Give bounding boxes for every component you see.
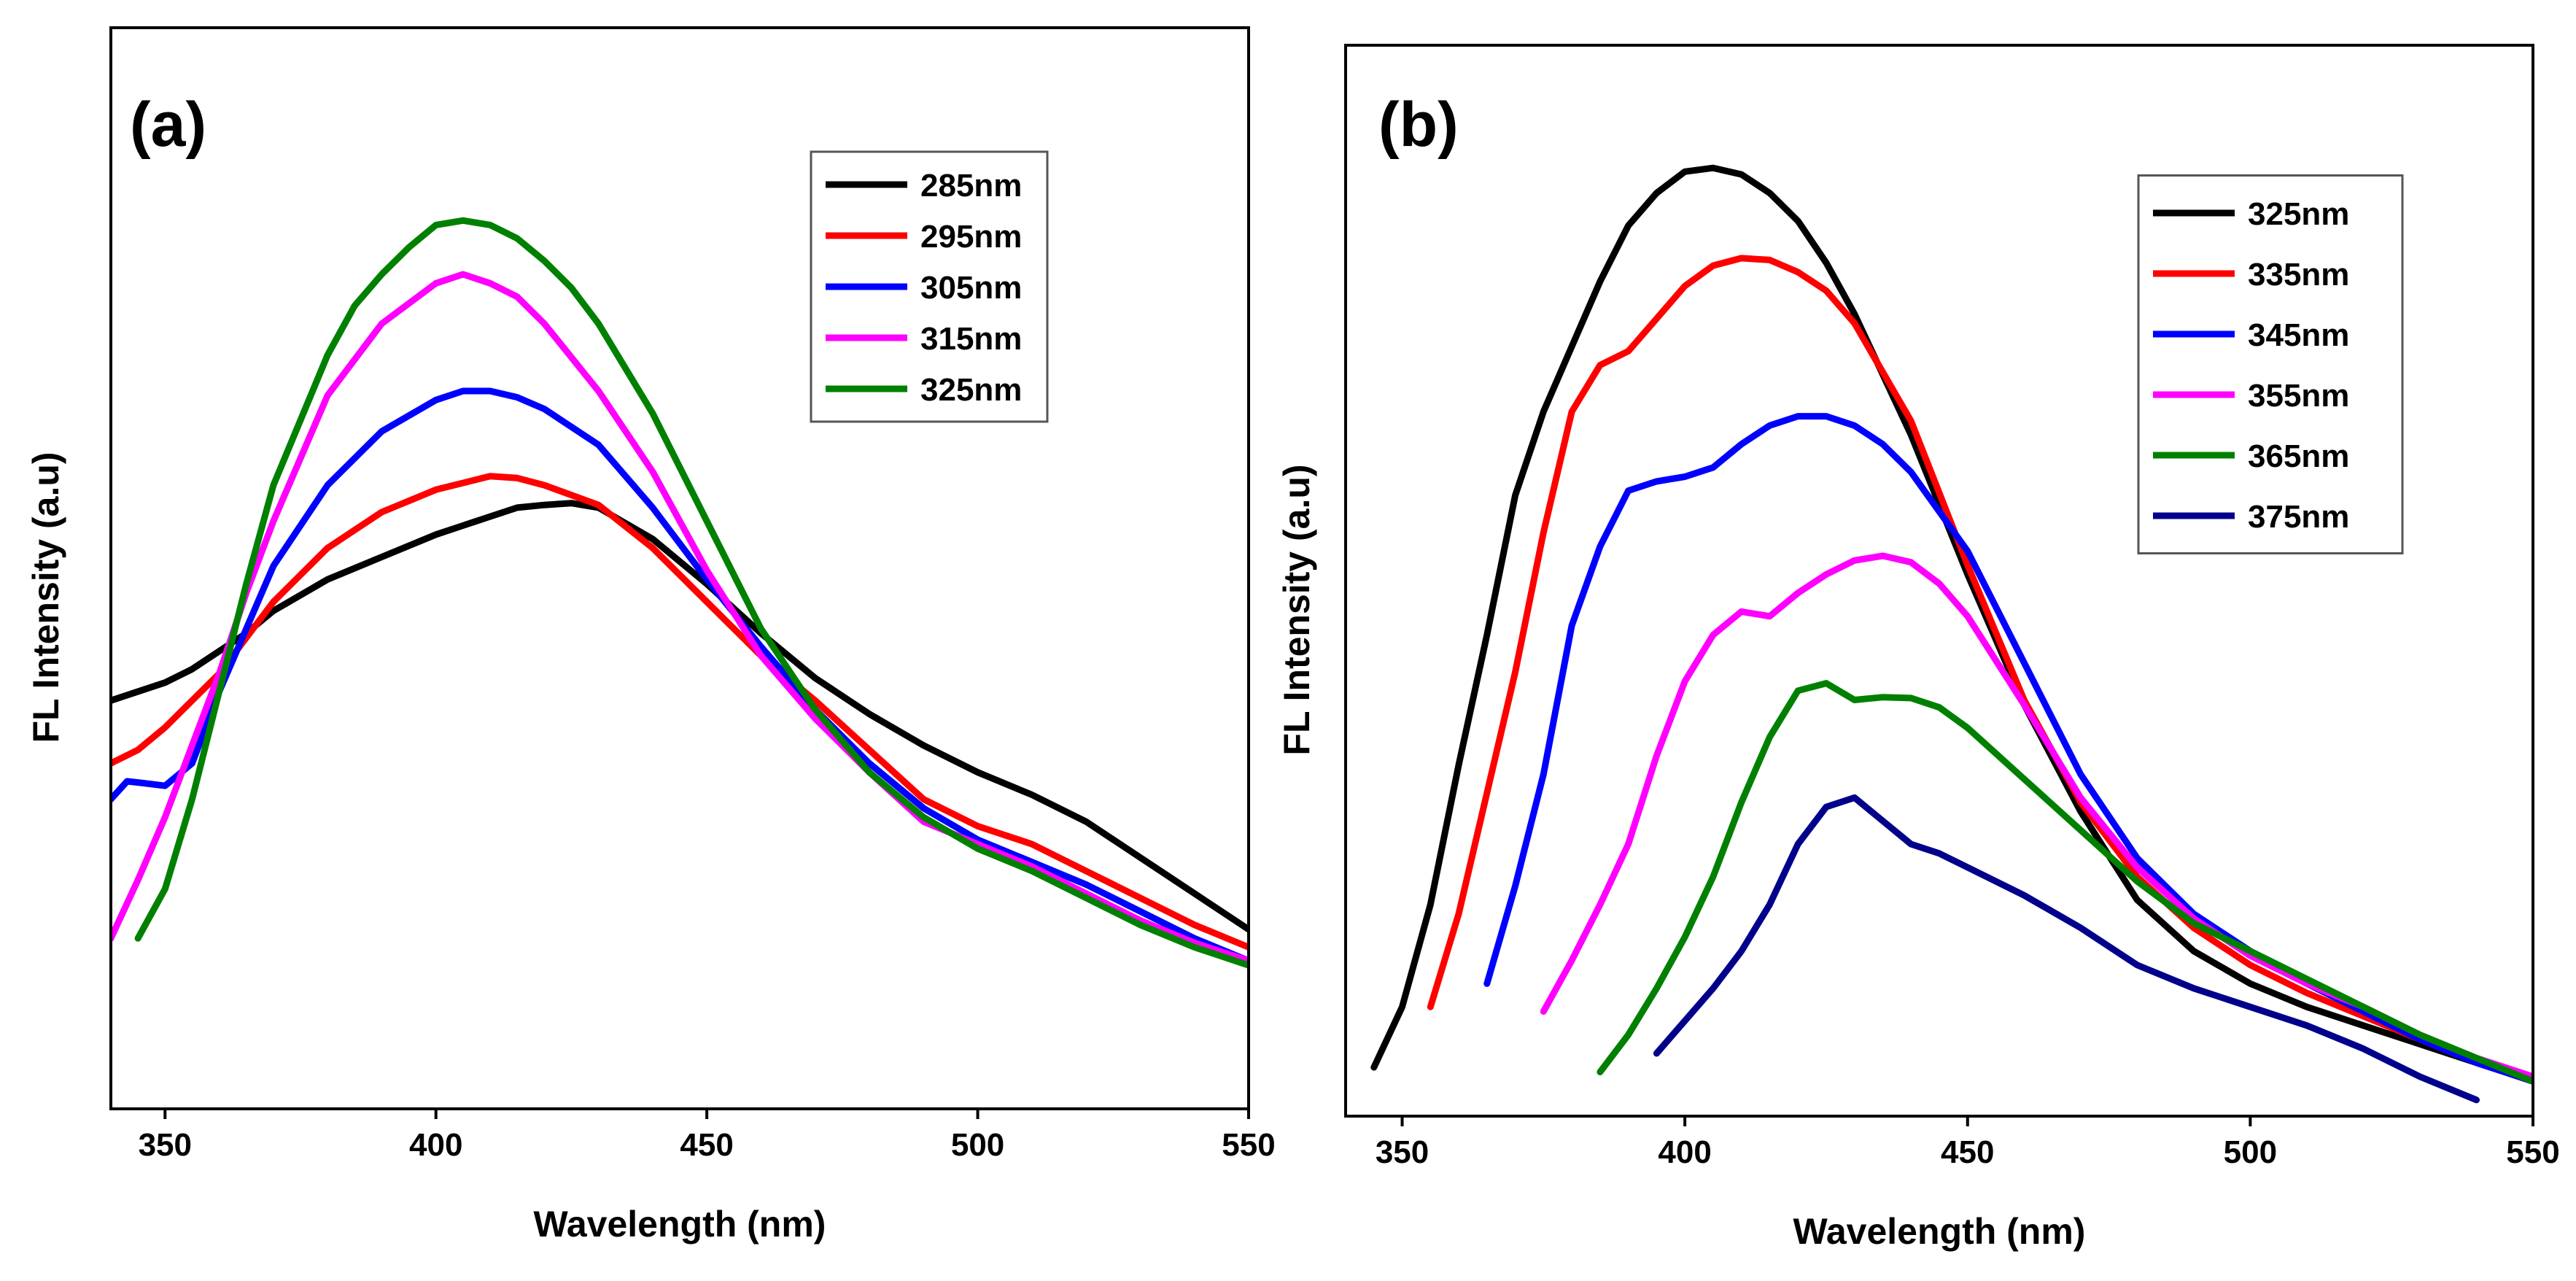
y-axis-title: FL Intensity (a.u) bbox=[1276, 464, 1317, 755]
plot-frame bbox=[109, 26, 1250, 1110]
series-line-335nm bbox=[1427, 255, 2533, 1085]
panel-a: 350 400 450 500 550 Wavelength (nm) FL Intensi… bbox=[26, 26, 1276, 1245]
x-tick-label: 400 bbox=[1658, 1134, 1711, 1170]
legend-label: 345nm bbox=[2248, 317, 2349, 353]
series-line-325nm bbox=[1370, 164, 2533, 1085]
x-axis-title: Wavelength (nm) bbox=[1793, 1211, 2086, 1252]
x-tick-label: 550 bbox=[1222, 1127, 1275, 1163]
x-tick-label: 550 bbox=[2506, 1134, 2559, 1170]
legend-label: 305nm bbox=[920, 270, 1022, 306]
y-axis-title: FL Intensity (a.u) bbox=[26, 452, 66, 743]
x-tick-label: 450 bbox=[680, 1127, 733, 1163]
legend-label: 295nm bbox=[920, 219, 1022, 255]
legend-label: 285nm bbox=[920, 168, 1022, 204]
series-line-325nm bbox=[134, 217, 1249, 969]
series-line-305nm bbox=[111, 387, 1249, 964]
x-tick-label: 400 bbox=[409, 1127, 462, 1163]
x-tick-label: 500 bbox=[951, 1127, 1004, 1163]
legend-label: 375nm bbox=[2248, 499, 2349, 535]
series-group bbox=[1370, 164, 2533, 1104]
legend-box bbox=[2137, 174, 2404, 554]
legend: 285nm 295nm 305nm 315nm 325nm bbox=[810, 150, 1049, 423]
plot-frame bbox=[1344, 44, 2534, 1118]
series-line-355nm bbox=[1540, 552, 2533, 1080]
legend-label: 325nm bbox=[920, 372, 1022, 408]
panel-label: (a) bbox=[130, 90, 206, 160]
legend-label: 355nm bbox=[2248, 378, 2349, 414]
series-line-365nm bbox=[1597, 680, 2533, 1085]
x-tick-label: 500 bbox=[2224, 1134, 2277, 1170]
x-tick-label: 350 bbox=[1376, 1134, 1429, 1170]
legend-label: 315nm bbox=[920, 321, 1022, 357]
panel-label: (b) bbox=[1378, 90, 1459, 160]
series-group bbox=[111, 217, 1249, 969]
series-line-315nm bbox=[111, 271, 1249, 964]
legend: 325nm 335nm 345nm 355nm 365nm 375nm bbox=[2137, 174, 2404, 554]
series-line-375nm bbox=[1653, 794, 2480, 1104]
x-tick-label: 350 bbox=[139, 1127, 192, 1163]
panel-b: 350 400 450 500 550 Wavelength (nm) FL Intensi… bbox=[1276, 44, 2560, 1252]
x-axis-title: Wavelength (nm) bbox=[534, 1204, 826, 1245]
legend-label: 335nm bbox=[2248, 257, 2349, 293]
x-tick-label: 450 bbox=[1941, 1134, 1994, 1170]
legend-label: 365nm bbox=[2248, 438, 2349, 474]
legend-label: 325nm bbox=[2248, 196, 2349, 232]
